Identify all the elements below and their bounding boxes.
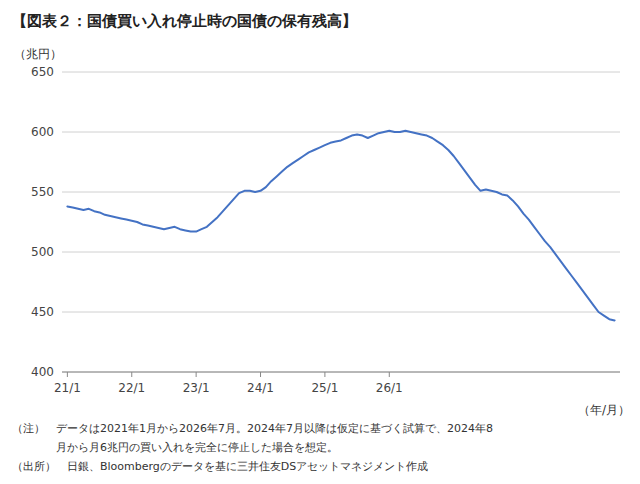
- note: 月から月6兆円の買い入れを完全に停止した場合を想定。: [12, 441, 338, 454]
- grid-line: [62, 252, 620, 253]
- x-axis-label: （年/月）: [578, 403, 630, 417]
- y-tick-label: 500: [31, 245, 54, 259]
- note: （注） データは2021年1月から2026年7月。2024年7月以降は仮定に基づ…: [12, 422, 493, 435]
- y-grid: [62, 72, 620, 372]
- grid-line: [62, 72, 620, 73]
- x-tick: [324, 372, 325, 377]
- grid-line: [62, 192, 620, 193]
- grid-line: [62, 132, 620, 133]
- x-tick-label: 24/1: [247, 381, 274, 395]
- x-tick: [131, 372, 132, 377]
- x-axis-line: [62, 372, 620, 373]
- x-tick-label: 21/1: [54, 381, 81, 395]
- chart: 【図表２：国債買い入れ停止時の国債の保有残高】 400 450 500 550 600 65…: [0, 0, 640, 484]
- x-tick: [389, 372, 390, 377]
- title: 【図表２：国債買い入れ停止時の国債の保有残高】: [12, 12, 357, 30]
- y-tick-label: 650: [31, 65, 54, 79]
- grid-line: [62, 312, 620, 313]
- y-tick-label: 450: [31, 305, 54, 319]
- x-tick-label: 22/1: [118, 381, 145, 395]
- x-tick-label: 23/1: [183, 381, 210, 395]
- background: [0, 0, 640, 484]
- x-tick-label: 26/1: [376, 381, 403, 395]
- x-tick: [260, 372, 261, 377]
- y-axis-label: （兆円）: [14, 47, 62, 61]
- y-tick-label: 600: [31, 125, 54, 139]
- note: （出所） 日銀、Bloombergのデータを基に三井住友DSアセットマネジメント…: [12, 460, 428, 473]
- x-tick-label: 25/1: [311, 381, 338, 395]
- grid-line: [62, 372, 620, 373]
- line: [67, 131, 614, 321]
- plot-area: [67, 131, 614, 321]
- x-tick: [196, 372, 197, 377]
- y-tick-label: 400: [31, 365, 54, 379]
- x-tick: [67, 372, 68, 377]
- y-tick-label: 550: [31, 185, 54, 199]
